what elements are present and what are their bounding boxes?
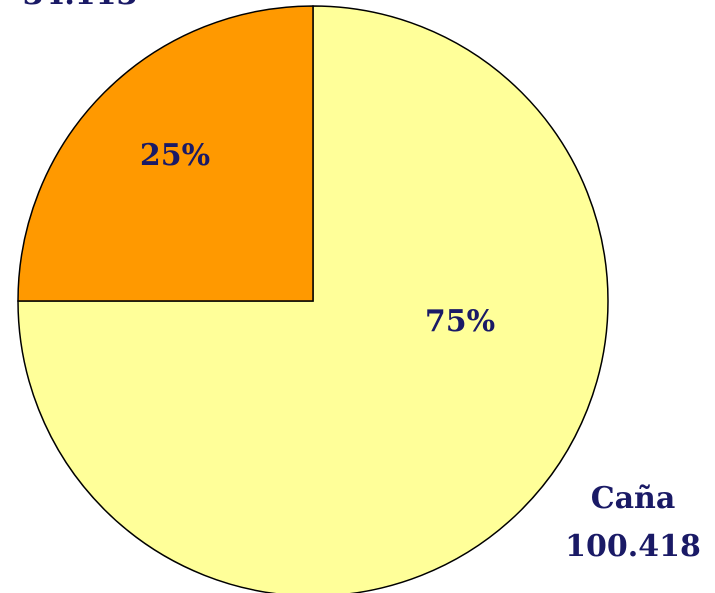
amount-label: 100.418 <box>565 529 701 564</box>
percent-label: 25% <box>140 138 210 173</box>
pie-slice <box>17 5 609 593</box>
category-label: Caña <box>591 481 676 516</box>
amount-label: 34.113 <box>23 0 138 12</box>
percent-label: 75% <box>425 304 495 339</box>
pie-slice <box>17 5 314 302</box>
